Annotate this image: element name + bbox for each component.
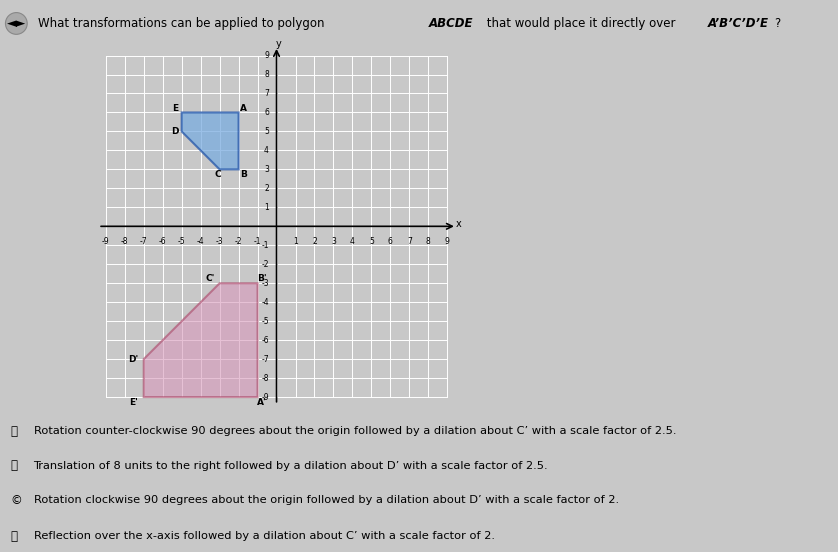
Text: 1: 1 [293, 237, 297, 246]
Text: B: B [240, 169, 246, 179]
Text: Rotation counter-clockwise 90 degrees about the origin followed by a dilation ab: Rotation counter-clockwise 90 degrees ab… [34, 427, 676, 437]
Text: B': B' [257, 274, 266, 283]
Text: -1: -1 [261, 241, 269, 250]
Text: 9: 9 [264, 51, 269, 60]
Text: -6: -6 [159, 237, 167, 246]
Text: 4: 4 [350, 237, 354, 246]
Text: 7: 7 [264, 89, 269, 98]
Text: ©: © [10, 494, 22, 507]
Text: Ⓐ: Ⓐ [10, 425, 17, 438]
Text: C': C' [205, 274, 215, 283]
Text: Translation of 8 units to the right followed by a dilation about D’ with a scale: Translation of 8 units to the right foll… [34, 461, 548, 471]
Text: 6: 6 [388, 237, 393, 246]
Text: -7: -7 [261, 354, 269, 364]
Text: D: D [171, 127, 178, 136]
Text: -9: -9 [261, 392, 269, 402]
Text: E: E [172, 104, 178, 113]
Text: -8: -8 [121, 237, 128, 246]
Text: -3: -3 [216, 237, 224, 246]
Text: 1: 1 [264, 203, 269, 212]
Text: -4: -4 [261, 298, 269, 307]
Text: 3: 3 [331, 237, 336, 246]
Text: 3: 3 [264, 165, 269, 174]
Text: -3: -3 [261, 279, 269, 288]
Text: -6: -6 [261, 336, 269, 344]
Text: y: y [276, 39, 282, 49]
Text: Reflection over the x-axis followed by a dilation about C’ with a scale factor o: Reflection over the x-axis followed by a… [34, 531, 494, 541]
Text: x: x [456, 220, 462, 230]
Text: A': A' [257, 399, 266, 407]
Polygon shape [143, 283, 257, 397]
Text: ◄►: ◄► [7, 17, 26, 30]
Text: ?: ? [774, 17, 780, 30]
Text: -5: -5 [261, 317, 269, 326]
Text: -1: -1 [254, 237, 261, 246]
Text: ⓑ: ⓑ [10, 459, 17, 473]
Text: -7: -7 [140, 237, 147, 246]
Text: 5: 5 [264, 127, 269, 136]
Text: 2: 2 [264, 184, 269, 193]
Text: ⓓ: ⓓ [10, 530, 17, 543]
Text: -2: -2 [235, 237, 242, 246]
Text: 2: 2 [312, 237, 317, 246]
Text: 8: 8 [426, 237, 431, 246]
Text: -5: -5 [178, 237, 185, 246]
Text: -9: -9 [102, 237, 110, 246]
Polygon shape [182, 113, 239, 169]
Text: What transformations can be applied to polygon: What transformations can be applied to p… [38, 17, 328, 30]
Text: that would place it directly over: that would place it directly over [483, 17, 679, 30]
Text: -2: -2 [261, 260, 269, 269]
Text: 5: 5 [369, 237, 374, 246]
Text: E': E' [129, 399, 137, 407]
Text: 6: 6 [264, 108, 269, 117]
Text: A: A [240, 104, 247, 113]
Text: A’B’C’D’E: A’B’C’D’E [707, 17, 768, 30]
Text: Rotation clockwise 90 degrees about the origin followed by a dilation about D’ w: Rotation clockwise 90 degrees about the … [34, 495, 618, 505]
Text: 8: 8 [264, 70, 269, 79]
Text: D': D' [128, 354, 138, 364]
Text: ABCDE: ABCDE [429, 17, 473, 30]
Text: C: C [215, 170, 221, 179]
Text: 9: 9 [445, 237, 450, 246]
Text: 4: 4 [264, 146, 269, 155]
Text: -4: -4 [197, 237, 204, 246]
Text: -8: -8 [261, 374, 269, 383]
Text: 7: 7 [407, 237, 411, 246]
